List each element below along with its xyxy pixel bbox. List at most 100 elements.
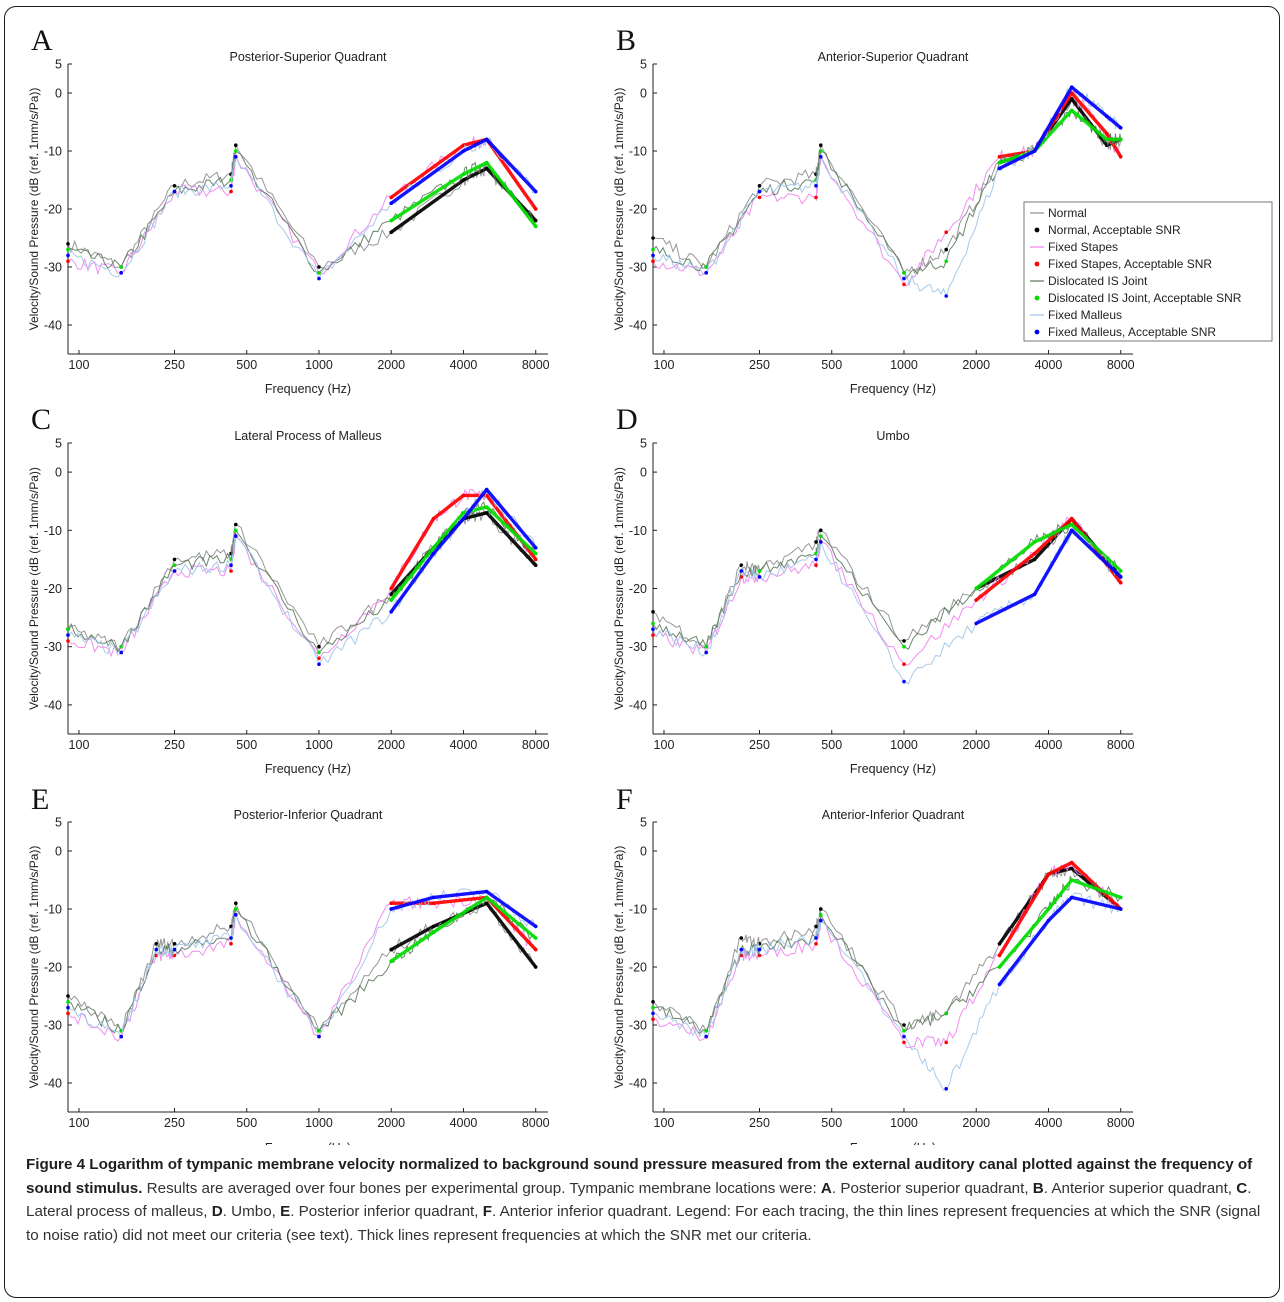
panel-e-series-dislocated-is-joint-point: [484, 895, 489, 900]
panel-a-series-dislocated-is-joint-point: [234, 149, 238, 153]
panel-a-series-fixed-malleus-point: [533, 189, 538, 194]
panel-f-series-normal-point: [819, 907, 823, 911]
panel-b-series-dislocated-is-joint-point: [902, 271, 906, 275]
panel-a-series-fixed-malleus-point: [461, 149, 466, 153]
legend-item-fixed-stapes: Fixed Stapes: [1030, 240, 1118, 254]
panel-e-series-fixed-malleus-point: [172, 947, 177, 952]
legend-label: Normal: [1048, 206, 1087, 220]
panel-e-x-tick-label: 250: [164, 1116, 185, 1130]
panel-b-series-normal-point: [651, 236, 655, 240]
panel-b-y-tick-label: 0: [640, 87, 647, 101]
panel-f-series-fixed-stapes-point: [1069, 860, 1074, 865]
panel-d-series-fixed-malleus-point: [1069, 528, 1074, 533]
panel-d-series-normal-point: [651, 610, 655, 614]
panel-d: D Umbo 5 0 -10 -20 -30 -40 100 250 500 1000 2000 4000…: [612, 403, 1135, 776]
panel-e-x-tick-label: 2000: [377, 1116, 405, 1130]
panel-b-x-tick-label: 2000: [962, 358, 990, 372]
panel-c-series-dislocated-is-joint-point: [234, 528, 238, 533]
legend-swatch: [1034, 227, 1040, 233]
panel-e-series-fixed-malleus-point: [484, 889, 489, 894]
panel-c-x-tick-label: 2000: [377, 738, 405, 752]
panel-d-series-dislocated-is-joint-acceptable-snr: [974, 522, 1123, 591]
panel-c-title: Lateral Process of Malleus: [234, 429, 381, 443]
legend-label: Fixed Stapes, Acceptable SNR: [1048, 257, 1212, 271]
panel-f-y-tick-label: -30: [629, 1019, 647, 1033]
panel-a-series-fixed-malleus-point: [119, 271, 123, 275]
panel-b-letter: B: [616, 24, 636, 57]
panel-f-series-fixed-malleus-point: [902, 1034, 906, 1039]
panel-f-series-dislocated-is-joint-point: [704, 1029, 708, 1033]
panel-d-x-tick-label: 100: [654, 738, 675, 752]
figure-caption: Figure 4 Logarithm of tympanic membrane …: [26, 1153, 1264, 1247]
panel-a-series-fixed-malleus-point: [172, 189, 177, 194]
panel-f-x-tick-label: 8000: [1107, 1116, 1135, 1130]
panel-d-series-fixed-malleus-point: [1032, 592, 1037, 597]
panel-f-y-tick-label: -20: [629, 961, 647, 975]
panel-e-series-dislocated-is-joint-point: [234, 907, 238, 911]
panel-f-series-fixed-malleus-point: [757, 947, 762, 952]
panel-e-series-fixed-stapes-point: [431, 901, 436, 905]
panel-d-series-fixed-stapes-point: [1032, 551, 1037, 556]
panel-c-series-dislocated-is-joint-point: [533, 551, 538, 556]
panel-c-y-tick-label: 0: [55, 466, 62, 480]
legend-item-fixed-malleus-acceptable-snr: Fixed Malleus, Acceptable SNR: [1034, 325, 1216, 339]
panel-d-series-dislocated-is-joint-point: [704, 644, 708, 649]
panel-f-series-dislocated-is-joint-point: [997, 965, 1002, 969]
panel-a-series-fixed-stapes-point: [389, 195, 394, 200]
panel-b-x-tick-label: 100: [654, 358, 675, 372]
panel-b-series-dislocated-is-joint-point: [944, 259, 948, 264]
panel-d-series-fixed-malleus: [652, 529, 1122, 685]
panel-c-series-fixed-malleus-point: [229, 563, 233, 567]
panel-a-title: Posterior-Superior Quadrant: [229, 50, 387, 64]
panel-a-series-dislocated-is-joint-point: [389, 218, 394, 223]
panel-b-x-tick-label: 250: [749, 358, 770, 372]
panel-d-series-dislocated-is-joint-point: [902, 644, 906, 649]
panel-d-series-fixed-stapes-point: [651, 633, 655, 637]
panel-e-x-tick-label: 500: [236, 1116, 257, 1130]
panel-b-series-fixed-stapes-point: [902, 282, 906, 287]
panel-b-series-dislocated-is-joint-point: [1069, 108, 1074, 113]
panel-a-x-tick-label: 250: [164, 358, 185, 372]
legend-label: Dislocated IS Joint, Acceptable SNR: [1048, 291, 1242, 305]
panel-f-series-dislocated-is-joint-point: [1118, 895, 1123, 900]
panel-d-series-dislocated-is-joint-point: [1118, 569, 1123, 573]
panel-f-series-fixed-stapes-point: [997, 953, 1002, 958]
legend-item-fixed-stapes-acceptable-snr: Fixed Stapes, Acceptable SNR: [1034, 257, 1212, 271]
panel-e-series-fixed-malleus-point: [119, 1034, 123, 1039]
panel-e-series-fixed-malleus-point: [66, 1005, 70, 1010]
panel-f-series-fixed-malleus-point: [704, 1034, 708, 1039]
panel-e-x-tick-label: 100: [69, 1116, 90, 1130]
panel-f-series-fixed-malleus-point: [1118, 907, 1123, 911]
panel-a-x-tick-label: 1000: [305, 358, 333, 372]
legend-item-normal: Normal: [1030, 206, 1087, 220]
panel-e-series-fixed-malleus-point: [234, 913, 238, 917]
panel-d-series-fixed-malleus-point: [651, 627, 655, 631]
panel-e-series-fixed-malleus-point: [431, 895, 436, 900]
panel-a-x-tick-label: 2000: [377, 358, 405, 372]
panel-b-series-dislocated-is-joint-point: [819, 149, 823, 153]
panel-a-letter: A: [31, 24, 53, 57]
caption-title: Figure 4 Logarithm of tympanic membrane …: [26, 1156, 1253, 1197]
panel-f-series-dislocated-is-joint-point: [902, 1029, 906, 1033]
panel-d-series-fixed-stapes-point: [1118, 580, 1123, 585]
panel-e-y-tick-label: -40: [44, 1077, 62, 1091]
panel-d-series-fixed-stapes-point: [814, 563, 818, 567]
panel-a-series-fixed-malleus-point: [229, 184, 233, 188]
panel-b-series-dislocated-is-joint-point: [1105, 137, 1109, 142]
panel-b-series-dislocated-is-joint-point: [704, 265, 708, 269]
legend-item-normal-acceptable-snr: Normal, Acceptable SNR: [1034, 223, 1181, 237]
panel-c-series-dislocated-is-joint-point: [461, 511, 466, 515]
panel-b-series-fixed-malleus-point: [944, 294, 948, 298]
panel-c-x-tick-label: 100: [69, 738, 90, 752]
panel-d-x-tick-label: 2000: [962, 738, 990, 752]
panel-a-series-fixed-stapes-acceptable-snr: [389, 137, 538, 211]
panel-f-series-dislocated-is-joint-point: [819, 913, 823, 917]
panel-f-series-fixed-malleus-point: [944, 1087, 948, 1091]
panel-e-series-dislocated-is-joint: [67, 896, 537, 1034]
panel-b-x-axis-label: Frequency (Hz): [850, 382, 936, 396]
legend-label: Fixed Malleus: [1048, 308, 1122, 322]
panel-f-x-tick-label: 4000: [1035, 1116, 1063, 1130]
panel-e-series-normal-point: [484, 901, 489, 905]
panel-d-x-tick-label: 8000: [1107, 738, 1135, 752]
panel-a-series-fixed-stapes: [67, 136, 537, 276]
